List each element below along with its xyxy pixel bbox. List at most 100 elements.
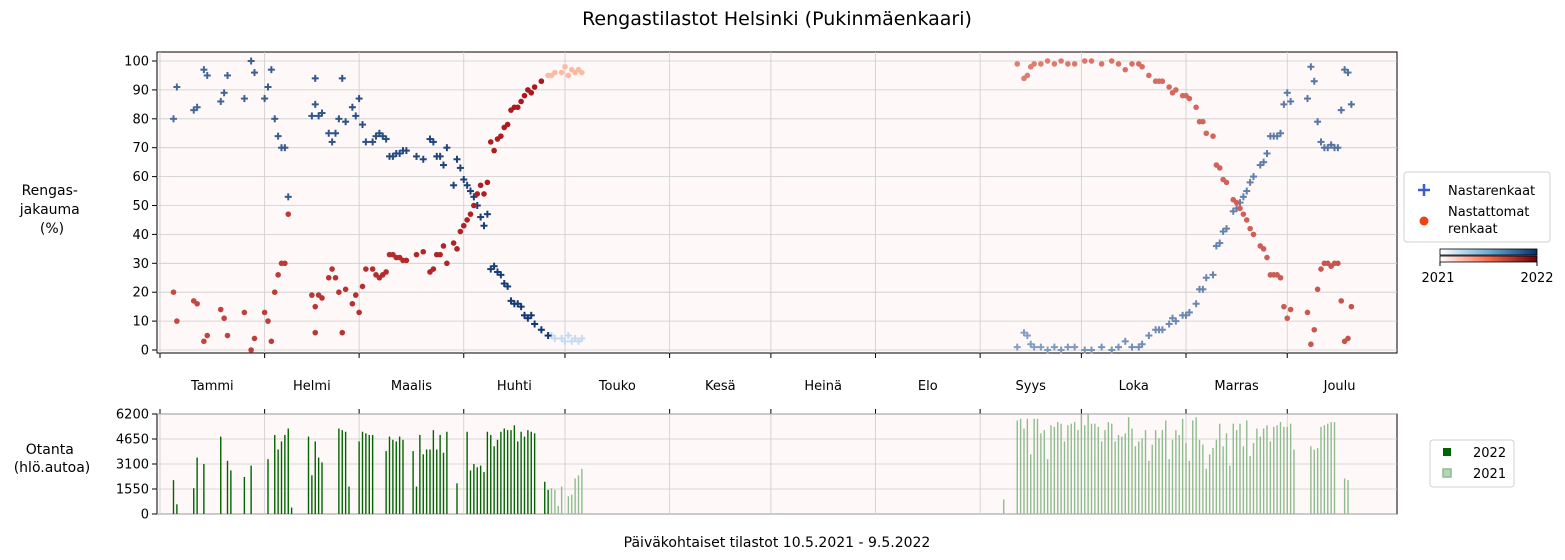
bar-2022 [439,434,441,514]
studded-point [1023,332,1031,340]
bar-2021 [560,486,563,514]
bar-2022 [466,431,468,514]
top-ytick-label: 30 [132,257,149,272]
bar-2021 [1003,499,1005,514]
bar-2021 [567,496,570,514]
studded-point [1108,346,1116,354]
bar-2021 [1239,423,1241,514]
top-ytick-label: 50 [132,199,149,214]
studded-point [240,95,248,103]
nonstudded-point [265,318,271,324]
bar-2022 [500,431,502,514]
bar-2022 [503,428,505,514]
nonstudded-point [1277,274,1284,281]
bar-2022 [432,430,435,514]
nonstudded-point [514,104,521,111]
bar-2021 [1046,459,1049,514]
nonstudded-point [538,78,545,85]
studded-point [362,138,370,146]
nonstudded-point [1237,205,1243,212]
studded-point [1223,225,1230,233]
nonstudded-point [383,269,389,275]
bar-2021 [1161,430,1164,514]
bar-2021 [1225,433,1228,514]
bar-2022 [311,475,313,514]
nonstudded-point [329,266,335,272]
studded-point [1145,332,1153,340]
chart-title: Rengastilastot Helsinki (Pukinmäenkaari) [582,8,972,30]
studded-point [551,334,559,342]
studded-point [281,144,289,152]
bar-2022 [483,472,485,514]
bar-2021 [1151,444,1153,514]
nonstudded-point [1139,63,1145,70]
bar-2022 [493,446,495,514]
bar-2022 [527,430,529,514]
bar-2021 [1229,465,1231,514]
studded-point [440,161,447,169]
nonstudded-point [477,182,484,189]
bar-2021 [571,494,573,514]
bar-2022 [530,431,532,514]
nonstudded-point [204,332,211,339]
studded-point [429,138,437,146]
studded-point [1199,285,1207,293]
bar-2021 [577,475,580,514]
bar-2021 [1111,423,1113,514]
bar-2021 [1127,417,1130,514]
colorbar-end-label: 2022 [1520,271,1553,286]
studded-point [561,337,569,345]
bar-2021 [1168,459,1170,514]
studded-point [1121,337,1129,345]
nonstudded-point [1264,254,1270,261]
nonstudded-point [440,243,447,249]
bar-2021 [1057,422,1059,514]
bar-2021 [1077,430,1079,514]
bar-2021 [1138,441,1140,514]
nonstudded-point [450,240,457,246]
studded-point [504,282,512,290]
bar-2021 [1070,423,1072,514]
top-ytick-label: 60 [132,170,149,185]
bar-2022 [172,480,175,514]
studded-point [1165,320,1173,328]
studded-point [1344,69,1352,77]
legend-top: Nastarenkaat Nastattomat renkaat [1403,171,1551,243]
bar-2021 [1131,428,1133,514]
bar-2022 [544,481,546,514]
bar-2021 [1293,449,1295,514]
bar-2022 [287,428,289,514]
nonstudded-point [1081,58,1088,64]
bar-2022 [358,441,360,514]
bar-2022 [490,434,492,514]
studded-point [1098,343,1106,351]
bar-2021 [1178,434,1180,514]
studded-point [308,112,316,120]
nonstudded-point [420,248,427,255]
bar-2022 [371,434,374,514]
nonstudded-point [221,315,227,322]
bar-2021 [1124,433,1126,514]
bar-2021 [1269,441,1272,514]
nonstudded-point [1122,66,1129,73]
studded-point [342,118,350,126]
bar-2022 [344,431,347,514]
top-ytick-label: 0 [141,344,149,359]
nonstudded-point [1115,61,1122,67]
legend-plus-marker [1418,184,1430,196]
bar-2022 [486,431,489,514]
bar-2021 [1195,417,1197,514]
nonstudded-point [504,121,511,128]
bar-2021 [1320,426,1322,514]
nonstudded-point [430,266,437,272]
bar-2021 [1019,418,1022,514]
bar-2022 [517,441,519,514]
top-ytick-label: 90 [132,83,149,98]
top-y-axis-label: Rengas- jakauma (%) [19,183,84,237]
bar-2021 [1114,441,1116,514]
legend-studded-label: Nastarenkaat [1448,184,1535,199]
studded-point [325,129,333,137]
studded-point [355,95,363,103]
studded-point [348,103,356,111]
top-ytick-label: 70 [132,141,149,156]
